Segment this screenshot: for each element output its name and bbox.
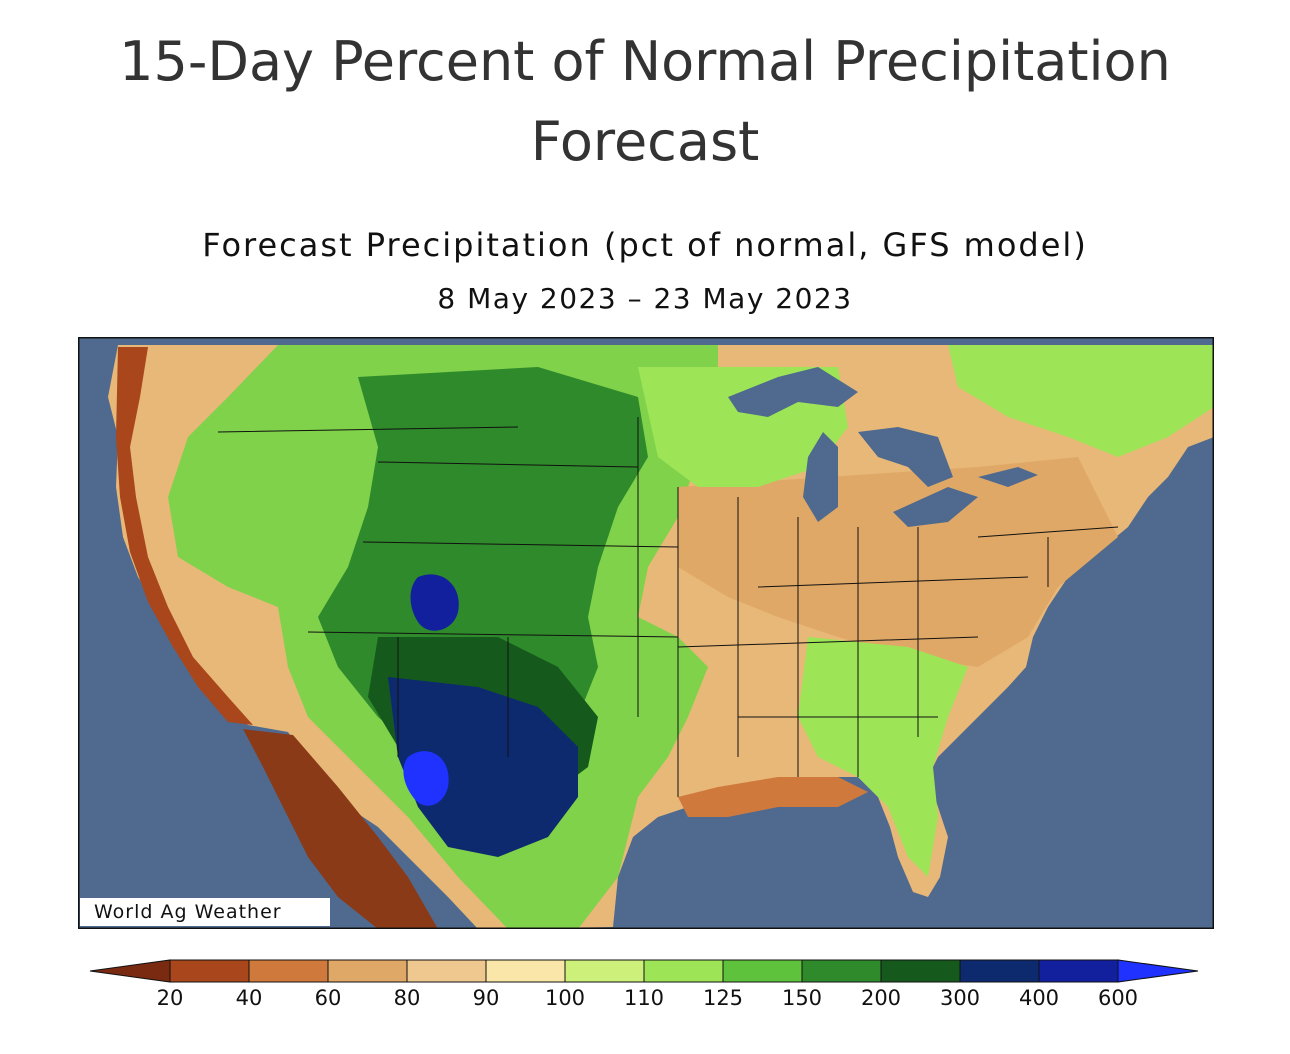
state-boundaries	[217, 417, 1119, 797]
colorbar-tick-label: 150	[781, 986, 823, 1010]
page-title: 15-Day Percent of Normal Precipitation F…	[119, 30, 1171, 173]
navy-region	[388, 677, 578, 857]
colorbar-segment	[327, 959, 408, 983]
watermark-label: World Ag Weather	[80, 898, 330, 926]
colorbar-segment	[643, 959, 724, 983]
colorbar-tick-label: 300	[939, 986, 981, 1010]
colorbar	[89, 959, 1199, 983]
map-title: Forecast Precipitation (pct of normal, G…	[202, 226, 1088, 264]
colorbar-segment	[248, 959, 329, 983]
colorbar-segment	[564, 959, 645, 983]
colorbar-tick-label: 20	[156, 986, 184, 1010]
map-date-range: 8 May 2023 – 23 May 2023	[437, 282, 853, 315]
colorbar-tick-label: 200	[860, 986, 902, 1010]
gulf-coast-dry-band	[678, 777, 868, 817]
colorbar-tick-label: 60	[314, 986, 342, 1010]
colorbar-segment	[89, 959, 171, 983]
map-border	[78, 337, 1214, 929]
colorbar-segment	[169, 959, 250, 983]
blue-core	[403, 751, 449, 806]
precipitation-map	[78, 337, 1214, 929]
colorbar-segment	[880, 959, 961, 983]
eastern-dry-region	[678, 457, 1118, 667]
colorbar-segment	[406, 959, 487, 983]
colorbar-segment	[722, 959, 803, 983]
northeast-green-region	[948, 345, 1214, 457]
colorbar-segment	[959, 959, 1040, 983]
colorbar-tick-label: 600	[1097, 986, 1139, 1010]
colorbar-tick-label: 110	[623, 986, 665, 1010]
colorbar-segment	[801, 959, 882, 983]
colorbar-segment	[485, 959, 566, 983]
colorbar-tick-label: 100	[544, 986, 586, 1010]
colorbar-segment	[1117, 959, 1199, 983]
colorbar-tick-label: 125	[702, 986, 744, 1010]
colorbar-tick-label: 80	[393, 986, 421, 1010]
great-lakes	[728, 367, 1038, 527]
west-coast-dry-band	[116, 347, 253, 725]
colorbar-tick-label: 40	[235, 986, 263, 1010]
southeast-green-region	[798, 637, 968, 877]
colorbar-tick-label: 90	[472, 986, 500, 1010]
baja-region	[243, 729, 438, 929]
colorbar-segment	[1038, 959, 1119, 983]
blue-core-north	[410, 574, 459, 631]
colorbar-tick-label: 400	[1018, 986, 1060, 1010]
